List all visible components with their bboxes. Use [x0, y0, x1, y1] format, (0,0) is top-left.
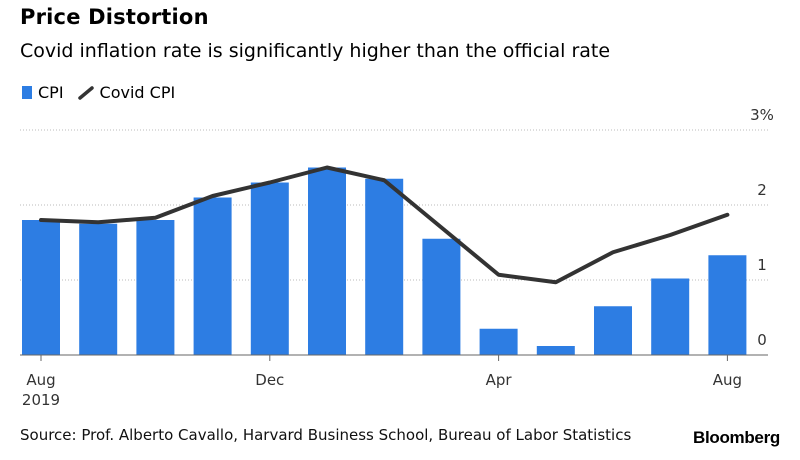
legend-item-covid-cpi: Covid CPI [77, 83, 176, 102]
cpi-bar [536, 346, 575, 355]
legend-item-cpi: CPI [22, 83, 64, 102]
cpi-bar [250, 182, 289, 355]
chart-title: Price Distortion [20, 5, 209, 29]
cpi-bar [651, 278, 690, 355]
chart-subtitle: Covid inflation rate is significantly hi… [20, 40, 611, 62]
x-tick-label: Aug [713, 371, 742, 389]
x-tick-label: Dec [255, 371, 284, 389]
cpi-bar [136, 220, 175, 355]
cpi-bar [365, 178, 404, 355]
cpi-bar [308, 167, 346, 355]
cpi-bar [22, 220, 60, 355]
x-tick-label: Apr [486, 371, 513, 389]
legend: CPI Covid CPI [22, 83, 189, 102]
x-tick-sublabel: 2019 [22, 391, 60, 409]
y-tick-label: 0 [757, 331, 767, 349]
bloomberg-logo: Bloomberg [692, 428, 780, 447]
y-tick-label: 2 [757, 181, 767, 199]
cpi-swatch [22, 86, 32, 99]
x-tick-label: Aug [26, 371, 55, 389]
cpi-bar [479, 328, 518, 355]
legend-label-cpi: CPI [38, 83, 64, 102]
cpi-bar [193, 197, 232, 355]
cpi-bar [422, 238, 461, 355]
cpi-bar [708, 255, 747, 355]
source-note: Source: Prof. Alberto Cavallo, Harvard B… [20, 426, 632, 444]
y-tick-label: 1 [757, 256, 767, 274]
y-tick-label: 3% [750, 106, 774, 124]
cpi-bar [594, 306, 632, 355]
legend-label-covid-cpi: Covid CPI [99, 83, 176, 102]
covid-cpi-swatch [77, 85, 94, 100]
cpi-bar [79, 223, 118, 355]
